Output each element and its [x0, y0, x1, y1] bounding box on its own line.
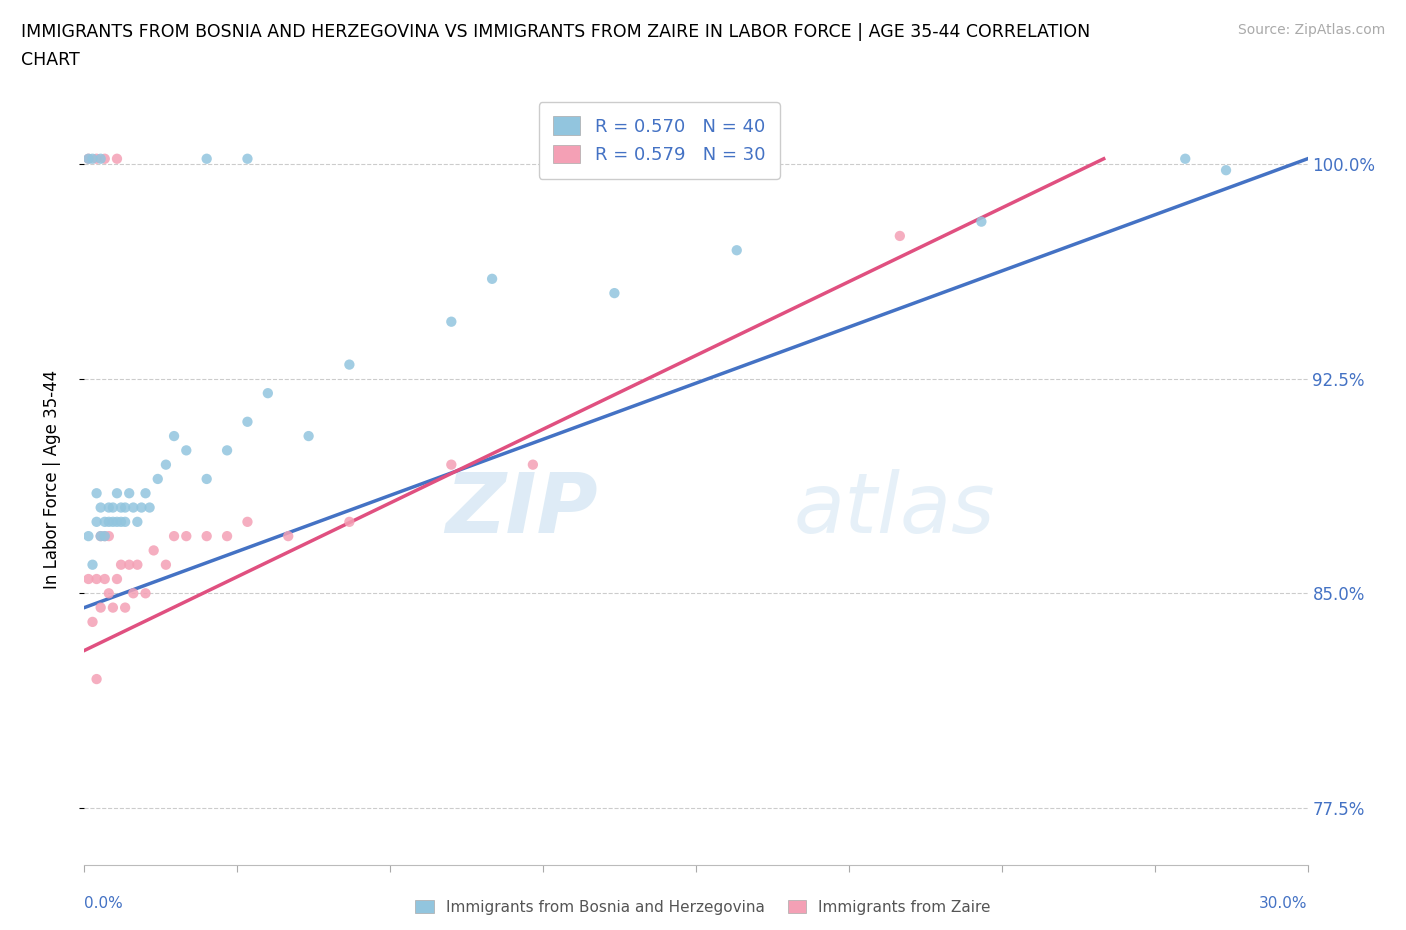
Point	[1174, 152, 1197, 166]
Point	[93, 152, 115, 166]
Point	[97, 586, 120, 601]
Point	[122, 586, 145, 601]
Text: CHART: CHART	[21, 51, 80, 69]
Point	[174, 443, 197, 458]
Point	[725, 243, 748, 258]
Point	[93, 572, 115, 587]
Point	[110, 514, 132, 529]
Point	[97, 514, 120, 529]
Point	[155, 458, 177, 472]
Point	[114, 514, 136, 529]
Text: atlas: atlas	[794, 470, 995, 551]
Point	[90, 528, 112, 543]
Text: Source: ZipAtlas.com: Source: ZipAtlas.com	[1237, 23, 1385, 37]
Point	[163, 429, 186, 444]
Point	[339, 357, 361, 372]
Point	[174, 528, 197, 543]
Point	[135, 485, 157, 500]
Point	[101, 514, 124, 529]
Point	[90, 600, 112, 615]
Point	[118, 557, 141, 572]
Point	[195, 152, 218, 166]
Point	[86, 572, 108, 587]
Point	[163, 528, 186, 543]
Point	[93, 528, 115, 543]
Point	[127, 514, 149, 529]
Point	[93, 514, 115, 529]
Point	[236, 514, 259, 529]
Point	[339, 514, 361, 529]
Point	[195, 528, 218, 543]
Point	[135, 586, 157, 601]
Point	[97, 500, 120, 515]
Point	[217, 443, 239, 458]
Point	[127, 557, 149, 572]
Point	[142, 543, 165, 558]
Point	[105, 485, 128, 500]
Text: 0.0%: 0.0%	[84, 896, 124, 910]
Point	[1215, 163, 1237, 178]
Text: ZIP: ZIP	[446, 470, 598, 551]
Point	[236, 152, 259, 166]
Point	[970, 214, 993, 229]
Point	[217, 528, 239, 543]
Point	[105, 514, 128, 529]
Point	[105, 572, 128, 587]
Point	[277, 528, 299, 543]
Point	[86, 514, 108, 529]
Point	[195, 472, 218, 486]
Point	[298, 429, 321, 444]
Point	[889, 229, 911, 244]
Point	[236, 415, 259, 430]
Point	[146, 472, 169, 486]
Point	[86, 671, 108, 686]
Point	[77, 152, 100, 166]
Text: 30.0%: 30.0%	[1260, 896, 1308, 910]
Legend: R = 0.570   N = 40, R = 0.579   N = 30: R = 0.570 N = 40, R = 0.579 N = 30	[538, 102, 780, 179]
Point	[90, 500, 112, 515]
Point	[481, 272, 503, 286]
Point	[105, 152, 128, 166]
Point	[131, 500, 153, 515]
Point	[90, 528, 112, 543]
Point	[82, 615, 104, 630]
Point	[101, 500, 124, 515]
Point	[93, 528, 115, 543]
Text: IMMIGRANTS FROM BOSNIA AND HERZEGOVINA VS IMMIGRANTS FROM ZAIRE IN LABOR FORCE |: IMMIGRANTS FROM BOSNIA AND HERZEGOVINA V…	[21, 23, 1090, 41]
Legend: Immigrants from Bosnia and Herzegovina, Immigrants from Zaire: Immigrants from Bosnia and Herzegovina, …	[408, 892, 998, 923]
Point	[440, 458, 463, 472]
Point	[77, 152, 100, 166]
Point	[118, 485, 141, 500]
Point	[114, 600, 136, 615]
Point	[97, 528, 120, 543]
Point	[522, 458, 544, 472]
Point	[86, 485, 108, 500]
Point	[110, 557, 132, 572]
Y-axis label: In Labor Force | Age 35-44: In Labor Force | Age 35-44	[42, 369, 60, 589]
Point	[110, 500, 132, 515]
Point	[82, 152, 104, 166]
Point	[82, 557, 104, 572]
Point	[155, 557, 177, 572]
Point	[138, 500, 160, 515]
Point	[603, 286, 626, 300]
Point	[114, 500, 136, 515]
Point	[122, 500, 145, 515]
Point	[90, 152, 112, 166]
Point	[101, 600, 124, 615]
Point	[77, 528, 100, 543]
Point	[86, 152, 108, 166]
Point	[257, 386, 280, 401]
Point	[440, 314, 463, 329]
Point	[77, 572, 100, 587]
